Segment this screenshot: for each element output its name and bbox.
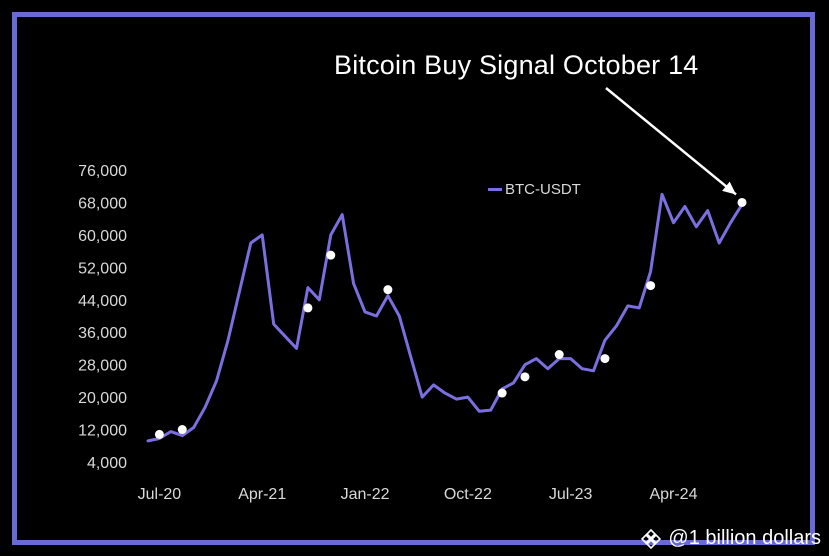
y-tick-label: 4,000	[87, 455, 127, 472]
buy-signal-point	[326, 250, 336, 260]
buy-signal-point	[154, 429, 164, 439]
watermark: @1 billion dollars	[640, 527, 821, 550]
buy-signal-point	[646, 281, 656, 291]
buy-signal-point	[303, 303, 313, 313]
buy-signal-point	[177, 425, 187, 435]
buy-signal-point	[520, 372, 530, 382]
legend-label: BTC-USDT	[505, 181, 581, 198]
buy-signal-point	[737, 197, 747, 207]
y-tick-label: 52,000	[78, 260, 127, 277]
binance-diamond-icon	[641, 528, 662, 549]
y-tick-label: 28,000	[78, 358, 127, 375]
chart-title: Bitcoin Buy Signal October 14	[334, 50, 699, 80]
series-line-btc-usdt	[146, 192, 744, 443]
chart-frame	[12, 12, 815, 545]
x-tick-label: Apr-21	[238, 486, 286, 503]
x-tick-label: Jul-20	[138, 486, 182, 503]
x-tick-label: Jan-22	[341, 486, 390, 503]
legend: BTC-USDT	[488, 181, 581, 198]
buy-signal-point	[383, 285, 393, 295]
annotation-arrow-line	[605, 87, 737, 196]
x-tick-label: Apr-24	[649, 486, 697, 503]
y-tick-label: 76,000	[78, 163, 127, 180]
y-tick-label: 44,000	[78, 293, 127, 310]
y-tick-label: 12,000	[78, 423, 127, 440]
x-tick-label: Oct-22	[444, 486, 492, 503]
watermark-text: @1 billion dollars	[668, 527, 821, 549]
buy-signal-point	[497, 388, 507, 398]
buy-signal-point	[554, 350, 564, 360]
buy-signal-point	[600, 354, 610, 364]
y-tick-label: 20,000	[78, 390, 127, 407]
x-tick-label: Jul-23	[549, 486, 593, 503]
y-tick-label: 68,000	[78, 195, 127, 212]
legend-swatch	[488, 188, 502, 191]
annotation-arrow-head	[722, 181, 736, 195]
y-tick-label: 36,000	[78, 325, 127, 342]
y-tick-label: 60,000	[78, 228, 127, 245]
